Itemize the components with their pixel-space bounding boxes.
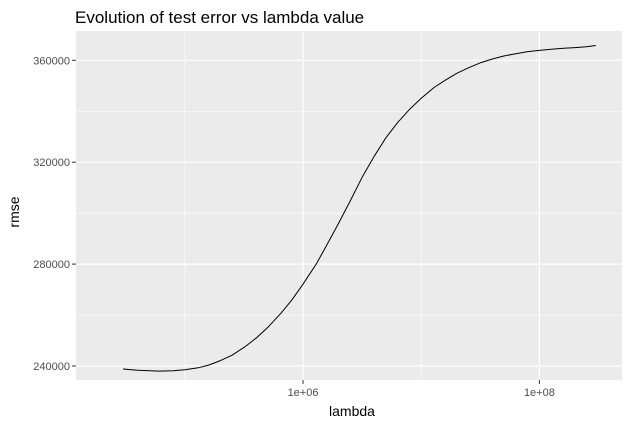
chart-title: Evolution of test error vs lambda value <box>75 8 364 27</box>
x-axis-title: lambda <box>329 403 375 419</box>
y-tick-label: 240000 <box>33 361 70 373</box>
axis-ticks <box>72 59 540 384</box>
y-tick-label: 360000 <box>33 55 70 67</box>
plot-panel <box>76 31 622 380</box>
tick-labels: 1e+06 1e+08 240000 280000 320000 360000 <box>33 55 555 399</box>
series-layer <box>122 45 596 372</box>
series-line <box>122 45 596 372</box>
y-tick-label: 320000 <box>33 157 70 169</box>
x-tick-label: 1e+06 <box>288 387 319 399</box>
major-gridlines <box>76 31 622 380</box>
x-tick-label: 1e+08 <box>524 387 555 399</box>
minor-gridlines <box>76 31 622 380</box>
y-axis-title: rmse <box>6 196 22 227</box>
y-tick-label: 280000 <box>33 259 70 271</box>
